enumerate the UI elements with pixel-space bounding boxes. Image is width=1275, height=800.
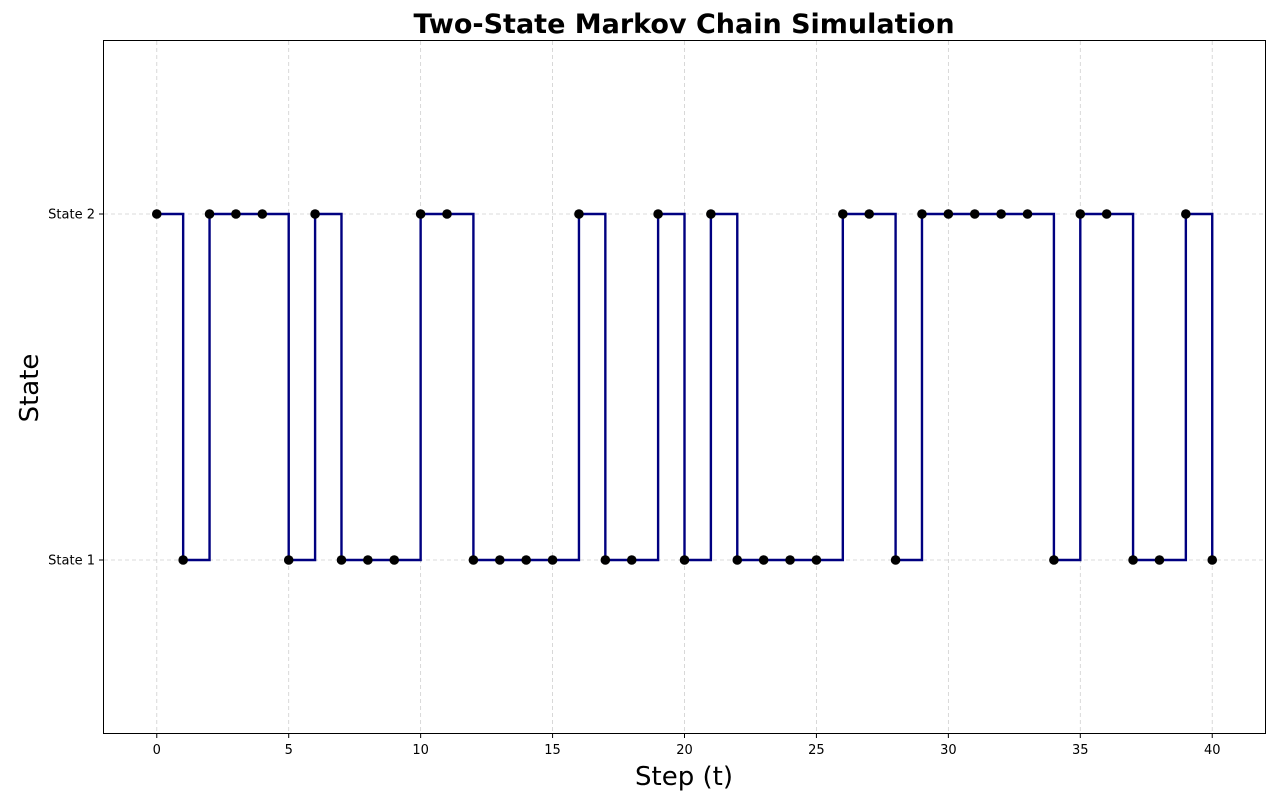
state-marker bbox=[996, 209, 1006, 219]
x-tick-label: 35 bbox=[1072, 743, 1089, 758]
x-tick-label: 30 bbox=[940, 743, 957, 758]
x-tick-label: 0 bbox=[153, 743, 161, 758]
state-marker bbox=[600, 555, 611, 565]
state-marker bbox=[415, 209, 426, 219]
state-marker bbox=[811, 555, 822, 565]
x-tick-label: 5 bbox=[285, 743, 293, 758]
state-marker bbox=[494, 555, 505, 565]
state-marker bbox=[336, 555, 347, 565]
y-axis-label: State bbox=[15, 354, 45, 423]
state-marker bbox=[1128, 555, 1138, 565]
state-marker bbox=[389, 555, 400, 565]
series-layer bbox=[151, 209, 1218, 565]
state-marker bbox=[758, 555, 769, 565]
state-marker bbox=[283, 555, 294, 565]
state-marker bbox=[521, 555, 531, 565]
y-tick-label: State 1 bbox=[48, 554, 95, 569]
state-marker bbox=[1022, 209, 1033, 219]
state-marker bbox=[257, 209, 268, 219]
state-marker bbox=[1181, 209, 1191, 219]
state-marker bbox=[204, 209, 215, 219]
state-marker bbox=[178, 555, 188, 565]
state-marker bbox=[363, 555, 373, 565]
state-marker bbox=[626, 555, 637, 565]
state-marker bbox=[653, 209, 663, 219]
state-marker bbox=[574, 209, 584, 219]
state-marker bbox=[679, 555, 690, 565]
state-marker bbox=[1101, 209, 1112, 219]
state-marker bbox=[890, 555, 901, 565]
state-marker bbox=[151, 209, 162, 219]
state-marker bbox=[442, 209, 452, 219]
y-tick-label: State 2 bbox=[48, 208, 95, 223]
state-marker bbox=[864, 209, 875, 219]
state-marker bbox=[785, 555, 795, 565]
x-tick-label: 20 bbox=[676, 743, 693, 758]
state-step-line bbox=[156, 212, 1214, 562]
state-marker bbox=[1075, 209, 1086, 219]
state-marker bbox=[969, 209, 980, 219]
x-tick-label: 10 bbox=[412, 743, 429, 758]
x-tick-label: 40 bbox=[1204, 743, 1221, 758]
state-marker bbox=[1049, 555, 1059, 565]
state-marker bbox=[468, 555, 479, 565]
state-marker bbox=[1207, 555, 1218, 565]
state-marker bbox=[706, 209, 716, 219]
state-marker bbox=[838, 209, 848, 219]
chart-title: Two-State Markov Chain Simulation bbox=[413, 9, 954, 40]
state-marker bbox=[310, 209, 320, 219]
x-tick-label: 15 bbox=[544, 743, 561, 758]
state-marker bbox=[917, 209, 927, 219]
state-marker bbox=[732, 555, 743, 565]
x-tick-label: 25 bbox=[808, 743, 825, 758]
state-marker bbox=[943, 209, 954, 219]
state-marker bbox=[547, 555, 558, 565]
state-marker bbox=[231, 209, 241, 219]
tick-layer: 0 5 10 15 20 25 30 35 40 State 1 State 2 bbox=[48, 208, 1220, 759]
x-axis-label: Step (t) bbox=[635, 762, 733, 792]
state-marker bbox=[1154, 555, 1165, 565]
